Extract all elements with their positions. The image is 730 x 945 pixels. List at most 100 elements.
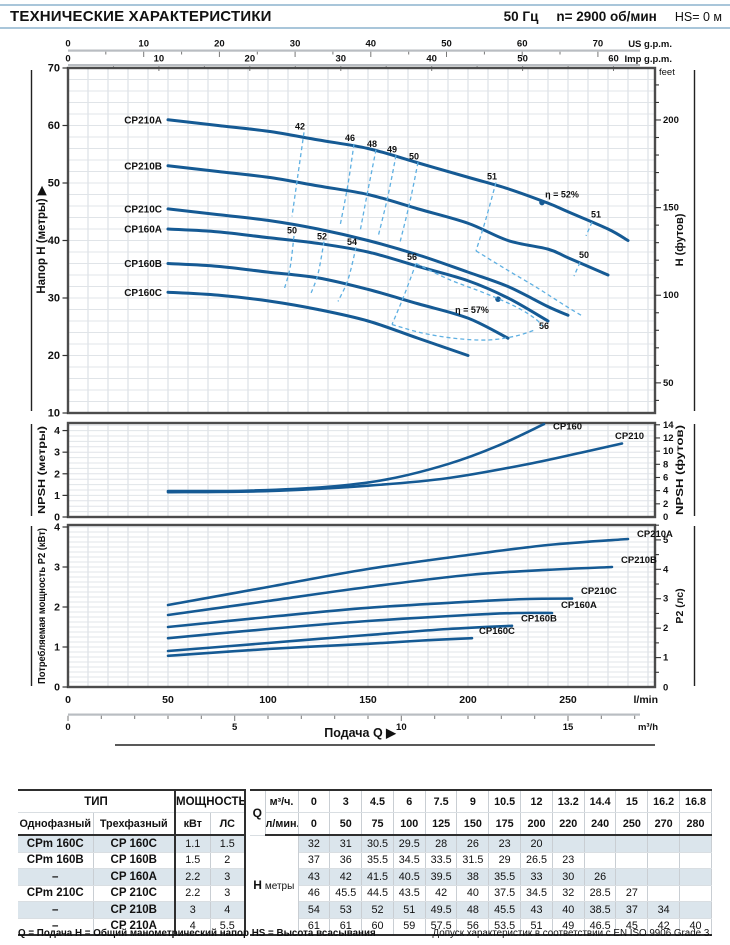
efficiency-line (391, 263, 417, 325)
p2-hp-zero: 0 (663, 683, 668, 694)
curve-label-CP160C: CP160C (124, 288, 162, 299)
efficiency-label: 49 (387, 145, 397, 155)
table-row: – CP 160A 2.2 3 43 42 41.5 40.5 39.5 38 35.5 33 30 26 (18, 868, 712, 886)
y-tick-label: 4 (54, 425, 60, 437)
curve-label-CP160B: CP160B (124, 259, 162, 270)
flow-axis-title: Подача Q ▶ (324, 726, 397, 740)
head-value-cell: 35.5 (361, 852, 394, 869)
efficiency-line (283, 235, 295, 291)
flow-m3h-value: 7.5 (425, 789, 458, 813)
top-axis-us: 0 10 20 30 40 50 60 70 US g.p.m. (65, 39, 672, 57)
power-group-header: МОЩНОСТЬ (174, 789, 246, 813)
flow-m3h-value: 16.2 (647, 789, 681, 813)
efficiency-label: 50 (287, 226, 297, 236)
feet-tick-label: 200 (663, 115, 679, 126)
lmin-unit-label: l/min (633, 694, 658, 706)
head-value-cell: 40.5 (393, 868, 426, 886)
suction-value: HS= 0 м (674, 10, 722, 24)
three-phase-model: CP 210B (93, 901, 176, 919)
single-phase-model: CPm 210C (18, 885, 94, 902)
head-value-cell: 36 (329, 852, 363, 869)
power-hp-cell: 3 (210, 885, 246, 902)
single-phase-model: – (18, 918, 94, 936)
efficiency-line (573, 262, 581, 277)
top-axis-imp: 0 10 20 30 40 50 60 Imp g.p.m. (65, 54, 673, 71)
bottom-axis-m3h: 0 5 10 15 m³/h Подача Q ▶ (65, 713, 658, 746)
power-hp-cell: 3 (210, 868, 246, 886)
three-phase-model: CP 160A (93, 868, 176, 886)
flow-lmin-value: 200 (520, 812, 553, 836)
us-gpm-label: US g.p.m. (628, 39, 672, 50)
header-bar: ТЕХНИЧЕСКИЕ ХАРАКТЕРИСТИКИ 50 Гц n= 2900… (0, 4, 730, 29)
npsh-ft-tick: 12 (663, 433, 674, 444)
head-value-cell: 38.5 (584, 901, 617, 919)
efficiency-line (359, 149, 377, 232)
us-gpm-tick: 0 (65, 39, 70, 50)
flow-m3h-value: 3 (329, 789, 363, 813)
imp-gpm-tick: 40 (426, 54, 437, 65)
curve-label-CP210: CP210 (615, 431, 644, 442)
curve-CP160A (166, 227, 550, 323)
efficiency-label: 51 (487, 172, 497, 182)
flow-lmin-value: 175 (488, 812, 522, 836)
npsh-ft-tick: 10 (663, 446, 674, 457)
head-value-cell (647, 868, 681, 886)
head-value-cell: 42 (329, 868, 363, 886)
us-gpm-tick: 40 (366, 39, 377, 50)
us-gpm-tick: 50 (441, 39, 452, 50)
head-value-cell: 49 (552, 918, 585, 936)
head-value-cell: 34.5 (520, 885, 553, 902)
head-value-cell: 39.5 (425, 868, 458, 886)
performance-charts: 0 10 20 30 40 50 60 70 US g.p.m.0 10 20 30 40 50 60 Imp… (30, 39, 696, 746)
us-gpm-tick: 30 (290, 39, 301, 50)
m3h-tick: 0 (65, 722, 70, 733)
table-header-row-2: Однофазный Трехфазный кВт ЛС л/мин. 0 50 75 100 1… (18, 812, 712, 836)
curve-label-CP160B: CP160B (521, 613, 557, 624)
footnote-tolerance: Допуск характеристик в соответствии с EN… (432, 928, 712, 939)
lmin-tick: 50 (162, 694, 174, 706)
efficiency-label: η = 57% (455, 305, 489, 315)
table-gap (245, 790, 250, 935)
head-value-cell: 42 (425, 885, 458, 902)
y-tick-label: 2 (54, 468, 60, 480)
footnote-legend: Q = Подача H = Общий манометрический нап… (18, 928, 376, 939)
head-value-cell: 45 (615, 918, 649, 936)
curve-label-CP160A: CP160A (124, 225, 162, 236)
unit-lmin-header: л/мин. (265, 812, 299, 836)
efficiency-label: 56 (407, 252, 417, 262)
head-value-cell: 45.5 (488, 901, 522, 919)
flow-lmin-value: 250 (615, 812, 649, 836)
power-kw-cell: 1.5 (174, 852, 211, 869)
y-tick-label: 1 (54, 642, 60, 654)
head-value-cell: 23 (552, 852, 585, 869)
head-value-cell (679, 868, 712, 886)
p2-hp-tick: 5 (663, 535, 669, 546)
efficiency-line (585, 221, 593, 237)
header-conditions: 50 Гц n= 2900 об/мин HS= 0 м (504, 9, 722, 24)
head-value-cell: 45.5 (329, 885, 363, 902)
imp-gpm-label: Imp g.p.m. (625, 54, 673, 65)
efficiency-lines: 42 46 48 49 50 51 η = 52% 51 50 50 52 54 56 η = 57% 56 (283, 122, 601, 341)
efficiency-label: 48 (367, 139, 377, 149)
efficiency-line (309, 241, 325, 296)
table-row: CPm 160B CP 160B 1.5 2 37 36 35.5 34.5 33.5 31.5 2… (18, 852, 712, 869)
lmin-tick: 150 (359, 694, 377, 706)
efficiency-line (291, 132, 305, 217)
head-value-cell (647, 852, 681, 869)
flow-lmin-value: 240 (584, 812, 617, 836)
m3h-tick: 5 (232, 722, 238, 733)
head-unit: метры (264, 881, 295, 892)
head-axis-title-left: Напор H (метры) ▶ (36, 185, 48, 293)
head-value-cell: 37 (298, 852, 331, 869)
y-tick-label: 3 (54, 562, 60, 574)
power-hp-cell: 4 (210, 901, 246, 919)
feet-tick-label: 150 (663, 203, 679, 214)
head-value-cell: 46.5 (584, 918, 617, 936)
head-value-cell: 43 (298, 868, 331, 886)
flow-lmin-value: 75 (361, 812, 394, 836)
hp-header: ЛС (210, 812, 246, 836)
head-value-cell: 48 (456, 901, 490, 919)
efficiency-line (391, 323, 535, 341)
power-hp-cell: 1.5 (210, 835, 246, 853)
